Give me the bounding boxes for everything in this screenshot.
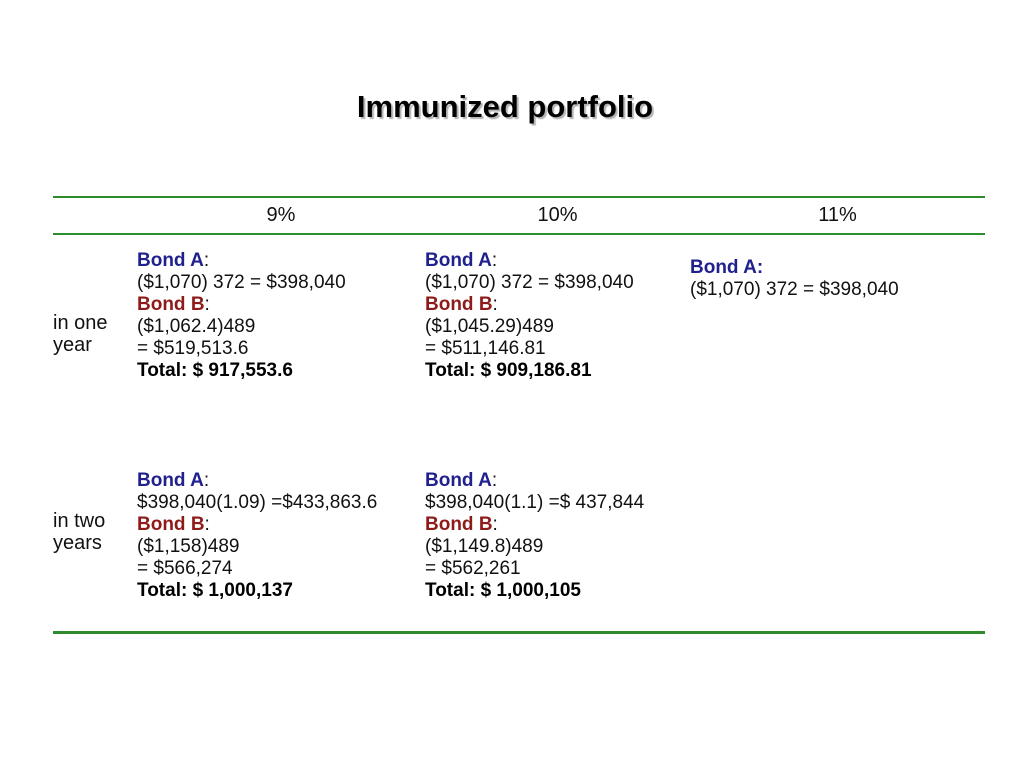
bond-a-calc: ($1,070) 372 = $398,040 [690, 279, 899, 300]
bond-b-label: Bond B [137, 514, 205, 535]
total-value: Total: $ 1,000,105 [425, 580, 581, 601]
column-header-9-percent: 9% [266, 204, 296, 226]
total-value: Total: $ 909,186.81 [425, 360, 592, 381]
cell-one-year-9-percent: Bond A: ($1,070) 372 = $398,040 Bond B: … [137, 235, 425, 457]
bond-b-heading: Bond B: [425, 514, 690, 536]
cell-one-year-11-percent: Bond A: ($1,070) 372 = $398,040 [690, 235, 985, 457]
column-header-10-percent: 10% [537, 204, 578, 226]
bond-b-calc-line1: ($1,158)489 [137, 536, 240, 557]
bond-b-heading: Bond B: [137, 294, 425, 316]
bond-a-label: Bond A [425, 250, 492, 271]
cell-two-years-10-percent: Bond A: $398,040(1.1) =$ 437,844 Bond B:… [425, 457, 690, 631]
bond-a-colon: : [491, 470, 498, 491]
header-spacer [53, 198, 137, 233]
bond-a-colon: : [491, 250, 498, 271]
slide-title: Immunized portfolio [356, 89, 654, 124]
bond-a-label: Bond A [425, 470, 492, 491]
bond-a-calc: $398,040(1.09) =$433,863.6 [137, 492, 378, 513]
bond-a-heading: Bond A: [425, 470, 690, 492]
cell-two-years-9-percent: Bond A: $398,040(1.09) =$433,863.6 Bond … [137, 457, 425, 631]
bond-a-calc: $398,040(1.1) =$ 437,844 [425, 492, 645, 513]
bond-b-label: Bond B [425, 294, 493, 315]
bond-b-heading: Bond B: [425, 294, 690, 316]
bond-b-colon: : [204, 514, 210, 535]
bond-b-colon: : [204, 294, 210, 315]
bond-b-calc-line2: = $566,274 [137, 558, 233, 579]
table-header-row: 9% 10% 11% [53, 198, 985, 235]
bond-a-label: Bond A: [690, 257, 764, 278]
row-label-in-two-years: in two years [53, 510, 106, 554]
bond-b-label: Bond B [425, 514, 493, 535]
bond-a-heading: Bond A: [690, 257, 985, 279]
bond-a-heading: Bond A: [425, 250, 690, 272]
total-value: Total: $ 1,000,137 [137, 580, 293, 601]
table-row-in-two-years: in two years Bond A: $398,040(1.09) =$43… [53, 457, 985, 631]
bond-b-calc-line1: ($1,045.29)489 [425, 316, 554, 337]
bond-b-label: Bond B [137, 294, 205, 315]
bond-b-calc-line2: = $519,513.6 [137, 338, 249, 359]
column-header-11-percent: 11% [818, 204, 857, 226]
cell-two-years-11-percent-empty [690, 457, 985, 631]
immunized-portfolio-table: 9% 10% 11% in one year Bond A: ($1,070) … [53, 196, 985, 634]
cell-one-year-10-percent: Bond A: ($1,070) 372 = $398,040 Bond B: … [425, 235, 690, 457]
bond-b-calc-line1: ($1,149.8)489 [425, 536, 544, 557]
row-label-in-one-year: in one year [53, 312, 108, 356]
bond-a-label: Bond A [137, 470, 204, 491]
bond-a-heading: Bond A: [137, 250, 425, 272]
bond-a-calc: ($1,070) 372 = $398,040 [425, 272, 634, 293]
bond-b-colon: : [492, 514, 498, 535]
bond-a-label: Bond A [137, 250, 204, 271]
bond-a-colon: : [203, 250, 210, 271]
bond-a-heading: Bond A: [137, 470, 425, 492]
total-value: Total: $ 917,553.6 [137, 360, 293, 381]
bond-b-heading: Bond B: [137, 514, 425, 536]
bond-a-colon: : [203, 470, 210, 491]
bond-b-colon: : [492, 294, 498, 315]
bond-b-calc-line2: = $562,261 [425, 558, 521, 579]
table-row-in-one-year: in one year Bond A: ($1,070) 372 = $398,… [53, 235, 985, 457]
bond-b-calc-line2: = $511,146.81 [425, 338, 546, 359]
bond-b-calc-line1: ($1,062.4)489 [137, 316, 256, 337]
bond-a-calc: ($1,070) 372 = $398,040 [137, 272, 346, 293]
